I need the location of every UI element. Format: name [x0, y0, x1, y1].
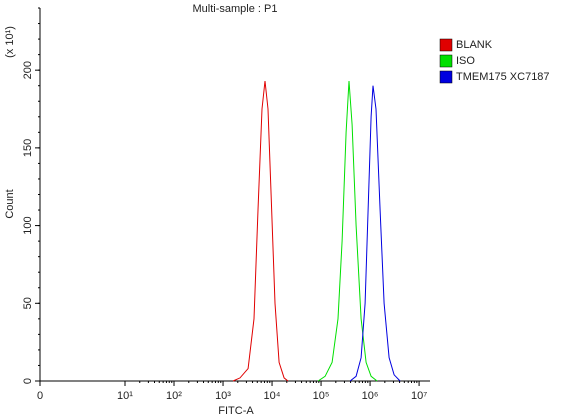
- y-tick-label: 200: [22, 61, 34, 79]
- y-multiplier: (x 10¹): [4, 26, 16, 58]
- histogram-line: [349, 85, 401, 382]
- histogram-line: [232, 80, 289, 382]
- x-tick-label: 10³: [215, 390, 231, 402]
- y-axis-label: Count: [4, 189, 16, 218]
- histogram-line: [317, 80, 378, 382]
- legend-swatch: [439, 70, 453, 84]
- legend-label: ISO: [456, 55, 475, 67]
- legend-label: BLANK: [456, 39, 493, 51]
- legend-swatch: [439, 54, 453, 68]
- y-tick-label: 100: [22, 216, 34, 234]
- legend-label: TMEM175 XC7187: [456, 71, 550, 83]
- x-tick-label: 10⁵: [313, 390, 330, 402]
- y-tick-label: 150: [22, 139, 34, 157]
- y-tick-label: 0: [22, 378, 34, 384]
- x-tick-label: 0: [37, 390, 43, 402]
- x-tick-label: 10¹: [117, 390, 133, 402]
- legend-swatch: [439, 38, 453, 52]
- x-tick-label: 10⁶: [362, 390, 379, 402]
- chart-title: Multi-sample : P1: [193, 3, 278, 15]
- y-tick-label: 50: [22, 297, 34, 309]
- x-tick-label: 10⁷: [411, 390, 427, 402]
- x-axis-label: FITC-A: [218, 405, 254, 417]
- x-tick-label: 10⁴: [264, 390, 281, 402]
- x-tick-label: 10²: [166, 390, 182, 402]
